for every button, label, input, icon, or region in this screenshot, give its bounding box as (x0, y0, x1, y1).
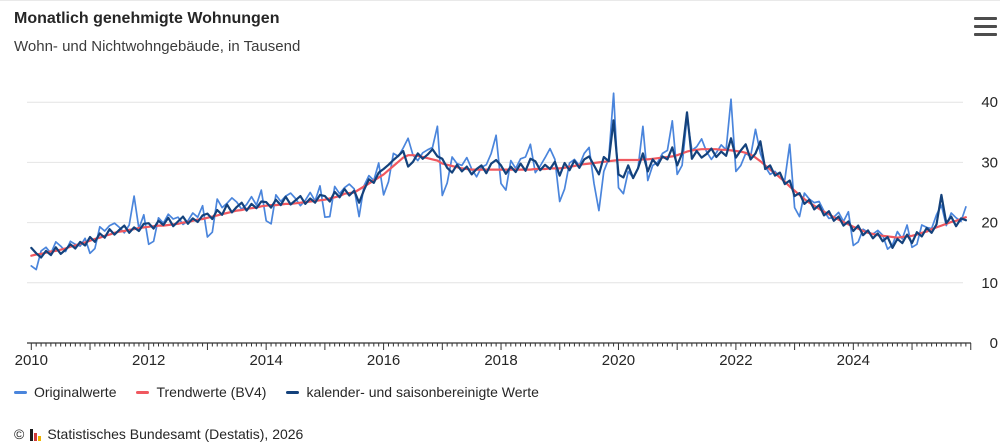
x-axis (27, 342, 972, 350)
legend-item-trendwerte: Trendwerte (BV4) (136, 384, 266, 400)
legend-label: kalender- und saisonbereinigte Werte (306, 384, 539, 400)
y-axis-labels: 0 10 20 30 40 (981, 94, 998, 352)
gridlines (27, 101, 963, 284)
y-tick-label: 40 (981, 94, 998, 111)
page-subtitle: Wohn- und Nichtwohngebäude, in Tausend (14, 38, 301, 55)
x-axis-labels: 2010 2012 2014 2016 2018 2020 2022 2024 (15, 352, 870, 369)
page-title: Monatlich genehmigte Wohnungen (14, 10, 280, 27)
y-tick-label: 20 (981, 215, 998, 232)
x-tick-label: 2018 (484, 352, 517, 369)
legend-item-originalwerte: Originalwerte (14, 384, 116, 400)
y-tick-label: 0 (990, 335, 998, 352)
copyright-symbol: © (14, 426, 25, 442)
legend-label: Trendwerte (BV4) (156, 384, 267, 400)
source-note: © Statistisches Bundesamt (Destatis), 20… (14, 426, 303, 442)
saisonbereinigt-line-icon (286, 390, 300, 394)
series-kalender-und-saisonbereinigte-werte (30, 111, 968, 259)
y-tick-label: 30 (981, 154, 998, 171)
x-tick-label: 2020 (602, 352, 635, 369)
menu-button[interactable] (974, 17, 998, 36)
legend-item-saisonbereinigt: kalender- und saisonbereinigte Werte (286, 384, 539, 400)
chart-legend: Originalwerte Trendwerte (BV4) kalender-… (14, 384, 539, 400)
hamburger-menu-icon (974, 17, 997, 20)
source-text: Statistisches Bundesamt (Destatis), 2026 (47, 426, 304, 442)
destatis-logo-icon (30, 428, 42, 441)
x-tick-label: 2022 (719, 352, 752, 369)
x-tick-label: 2012 (132, 352, 165, 369)
series-originalwerte (30, 92, 967, 271)
x-tick-label: 2024 (837, 352, 870, 369)
x-tick-label: 2014 (249, 352, 282, 369)
line-chart: 2010 2012 2014 2016 2018 2020 2022 2024 0 10 20 30 4… (15, 92, 998, 369)
originalwerte-line-icon (14, 390, 27, 394)
x-tick-label: 2010 (15, 352, 48, 369)
legend-label: Originalwerte (34, 384, 117, 400)
x-tick-label: 2016 (367, 352, 400, 369)
y-tick-label: 10 (981, 275, 998, 292)
trendwerte-line-icon (136, 390, 150, 394)
